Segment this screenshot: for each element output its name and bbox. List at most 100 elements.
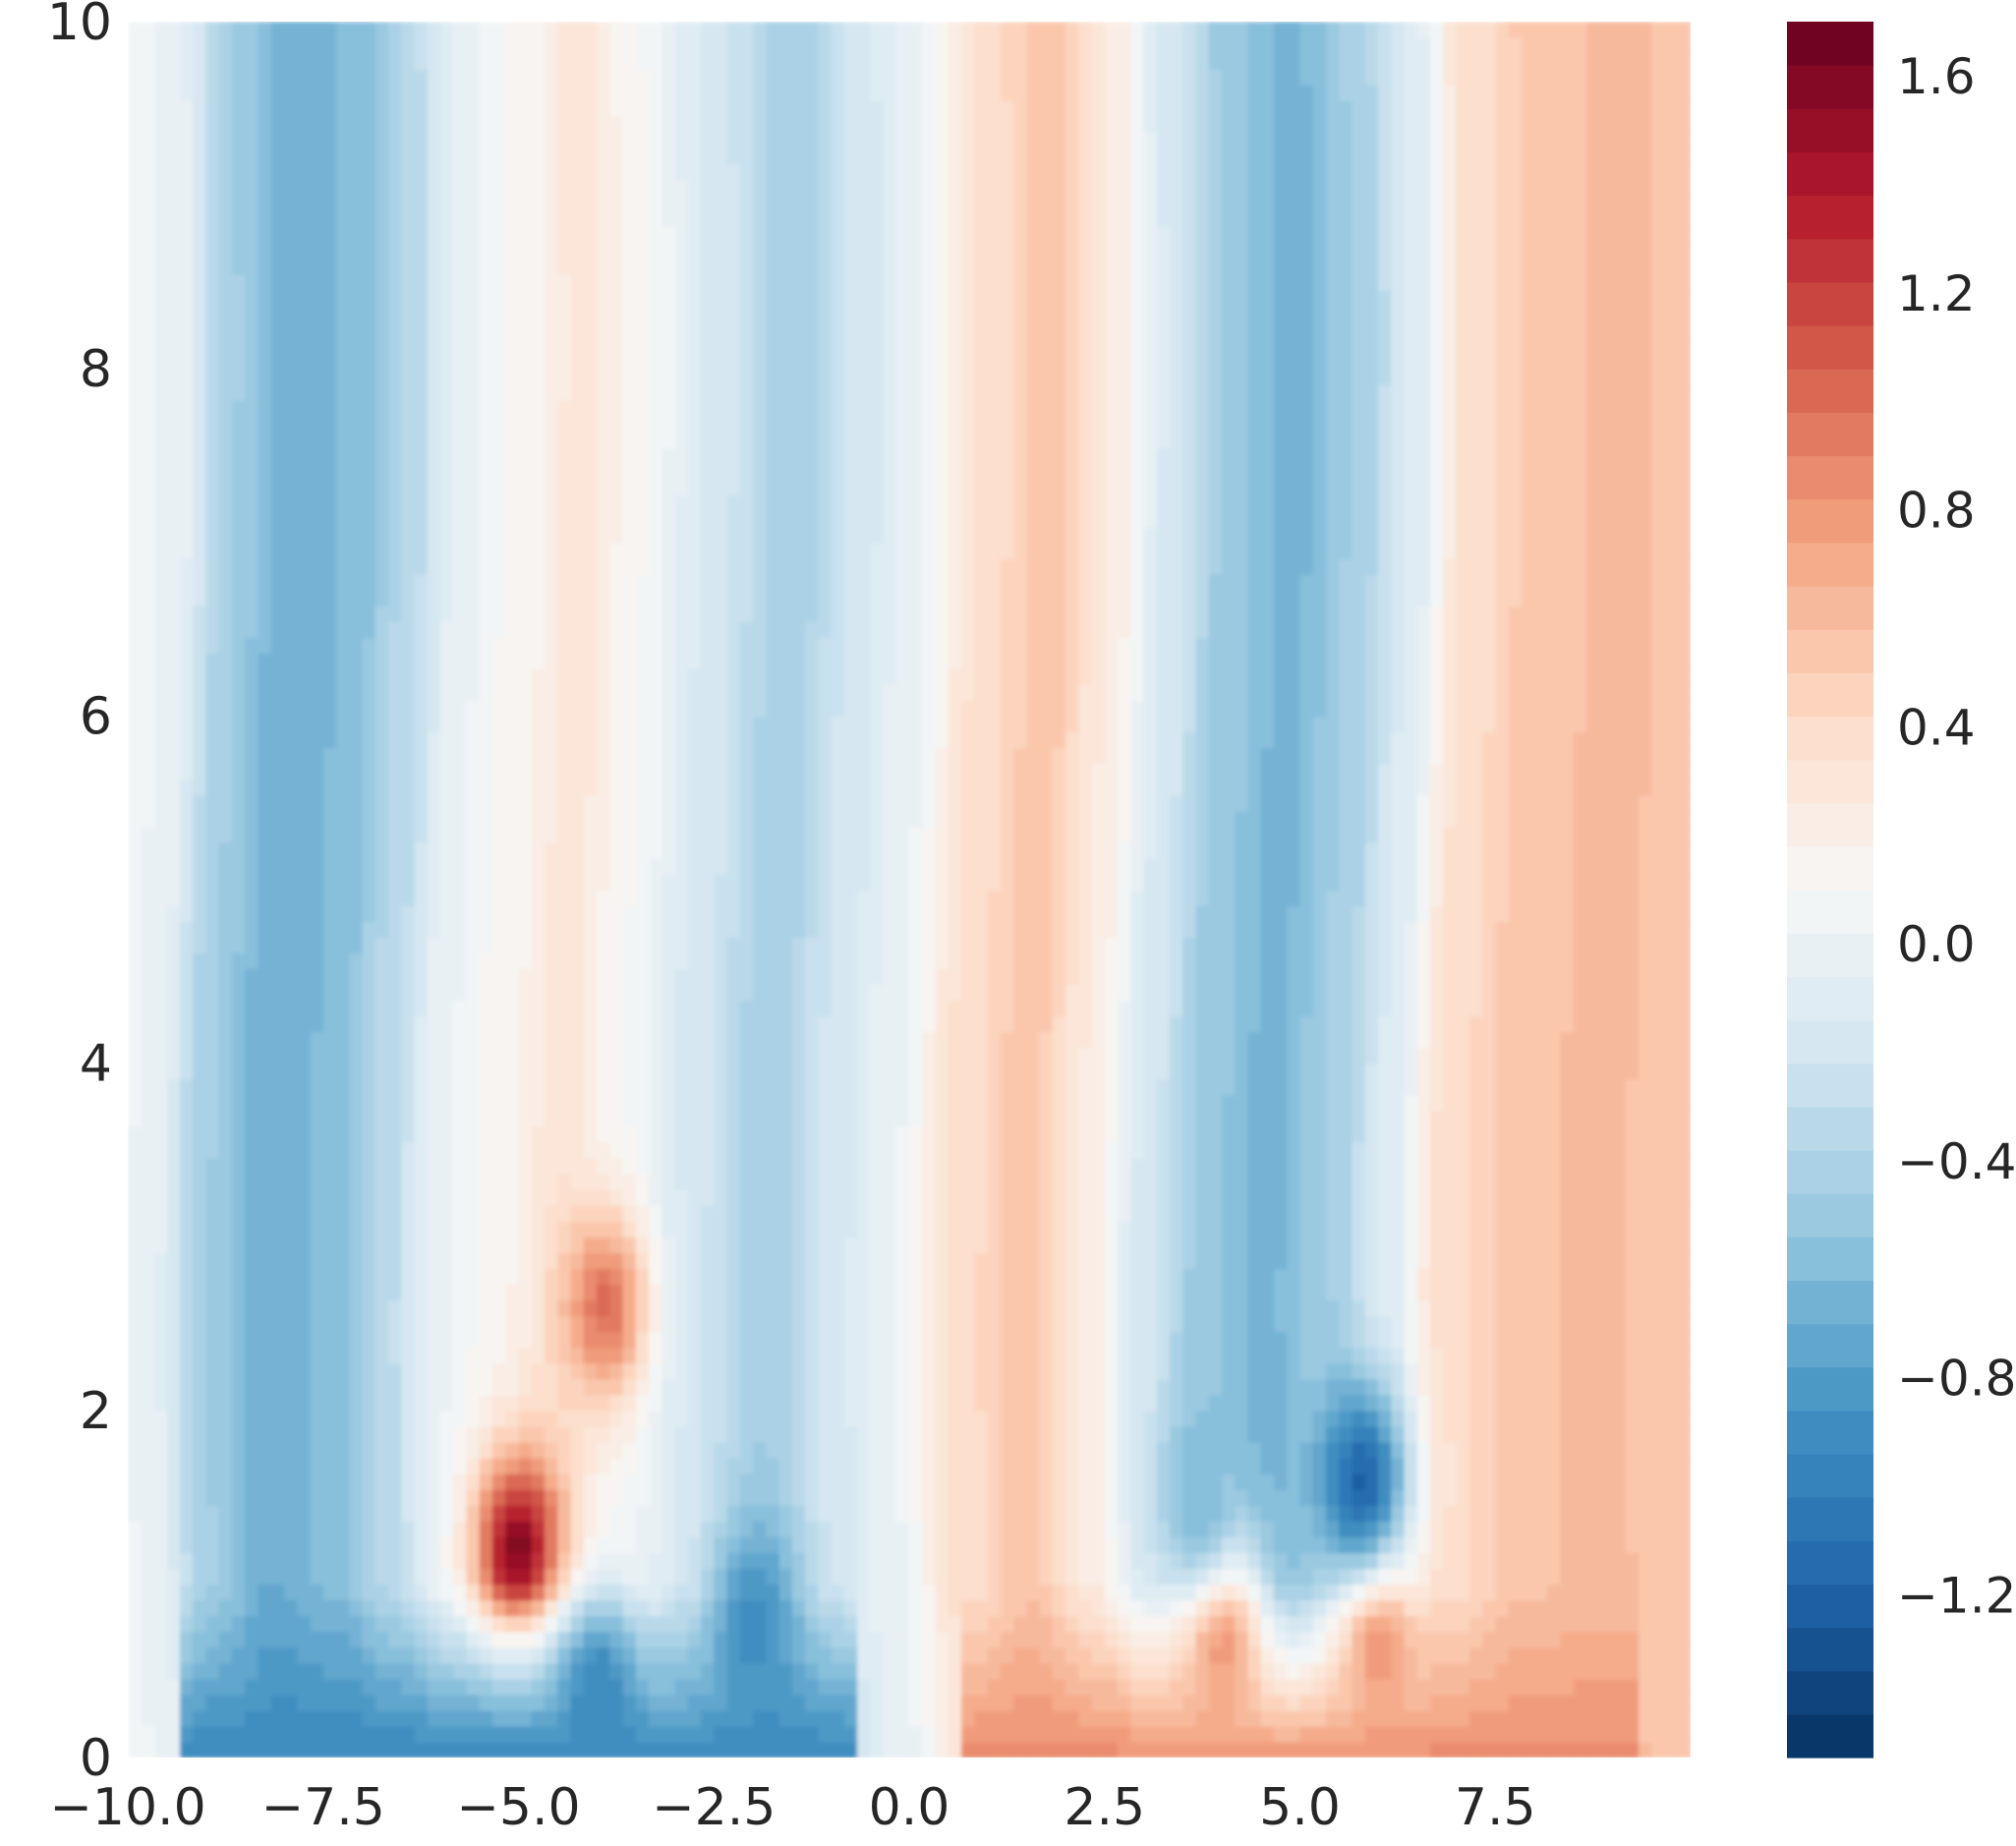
heatmap-cell [1469, 1725, 1483, 1743]
heatmap-cell [1208, 1110, 1223, 1127]
heatmap-cell [297, 1362, 312, 1380]
heatmap-cell [466, 1536, 481, 1554]
heatmap-cell [270, 1568, 285, 1586]
heatmap-cell [1586, 1315, 1601, 1333]
heatmap-cell [349, 1489, 364, 1506]
heatmap-cell [336, 1568, 351, 1586]
heatmap-cell [453, 1725, 468, 1743]
heatmap-cell [583, 1584, 598, 1601]
heatmap-cell [440, 1694, 455, 1711]
heatmap-cell [284, 1268, 299, 1286]
heatmap-cell [518, 1410, 533, 1427]
heatmap-cell [1639, 1662, 1653, 1680]
heatmap-cell [1378, 1694, 1393, 1711]
heatmap-cell [1274, 1599, 1289, 1617]
heatmap-cell [518, 1694, 533, 1711]
heatmap-cell [545, 1252, 559, 1270]
heatmap-cell [1495, 1425, 1510, 1443]
heatmap-cell [1274, 1221, 1289, 1238]
heatmap-cell [1026, 1473, 1041, 1490]
heatmap-cell [1508, 1568, 1523, 1586]
heatmap-cell [414, 1725, 429, 1743]
heatmap-cell [1547, 1378, 1562, 1396]
heatmap-cell [1091, 1173, 1106, 1190]
heatmap-cell [1118, 1741, 1132, 1758]
heatmap-cell [466, 1741, 481, 1758]
heatmap-cell [1547, 1678, 1562, 1696]
heatmap-cell [870, 1694, 885, 1711]
heatmap-cell [1208, 1331, 1223, 1349]
heatmap-cell [1326, 1394, 1341, 1412]
heatmap-cell [818, 1646, 833, 1664]
heatmap-cell [336, 1425, 351, 1443]
heatmap-cell [883, 1125, 897, 1143]
heatmap-cell [466, 1347, 481, 1364]
heatmap-cell [440, 1299, 455, 1317]
heatmap-cell [701, 1237, 716, 1254]
heatmap-cell [401, 1725, 416, 1743]
heatmap-cell [518, 1110, 533, 1127]
heatmap-cell [649, 1694, 663, 1711]
heatmap-cell [1091, 1157, 1106, 1175]
heatmap-cell [128, 1157, 143, 1175]
heatmap-cell [791, 1221, 806, 1238]
heatmap-cell [1078, 1457, 1093, 1474]
heatmap-cell [1195, 1552, 1210, 1570]
heatmap-cell [166, 1347, 181, 1364]
heatmap-cell [791, 1331, 806, 1349]
heatmap-cell [1222, 1299, 1237, 1317]
heatmap-cell [427, 1599, 441, 1617]
heatmap-cell [258, 1584, 272, 1601]
heatmap-cell [843, 1631, 858, 1648]
heatmap-cell [831, 1599, 845, 1617]
heatmap-cell [805, 1394, 820, 1412]
heatmap-cell [427, 1189, 441, 1206]
heatmap-cell [857, 1584, 872, 1601]
heatmap-cell [388, 1410, 403, 1427]
heatmap-cell [401, 1410, 416, 1427]
heatmap-cell [1000, 1631, 1014, 1648]
heatmap-cell [545, 1425, 559, 1443]
heatmap-cell [427, 1252, 441, 1270]
heatmap-cell [843, 1362, 858, 1380]
heatmap-cell [1260, 1189, 1275, 1206]
heatmap-cell [1651, 1599, 1666, 1617]
heatmap-cell [193, 1284, 207, 1301]
heatmap-cell [1260, 1584, 1275, 1601]
heatmap-cell [622, 1157, 637, 1175]
heatmap-cell [791, 1378, 806, 1396]
heatmap-cell [374, 1599, 389, 1617]
heatmap-cell [870, 1568, 885, 1586]
heatmap-cell [922, 1552, 937, 1570]
heatmap-cell [1430, 1157, 1445, 1175]
heatmap-cell [1677, 1189, 1691, 1206]
heatmap-cell [531, 1189, 546, 1206]
heatmap-cell [1560, 1631, 1575, 1648]
heatmap-cell [322, 1568, 337, 1586]
heatmap-cell [1521, 1394, 1535, 1412]
heatmap-cell [492, 1237, 507, 1254]
heatmap-cell [1352, 1631, 1366, 1648]
heatmap-cell [635, 1347, 650, 1364]
heatmap-cell [557, 1125, 572, 1143]
heatmap-cell [583, 1237, 598, 1254]
heatmap-cell [843, 1221, 858, 1238]
heatmap-cell [1026, 1331, 1041, 1349]
heatmap-cell [1404, 1425, 1418, 1443]
heatmap-cell [883, 1094, 897, 1112]
heatmap-cell [1287, 1521, 1301, 1538]
heatmap-cell [570, 1284, 585, 1301]
heatmap-cell [336, 1741, 351, 1758]
heatmap-cell [1274, 1173, 1289, 1190]
heatmap-cell [1534, 1237, 1549, 1254]
heatmap-cell [349, 1315, 364, 1333]
heatmap-cell [362, 1646, 376, 1664]
heatmap-cell [935, 1709, 950, 1727]
heatmap-cell [948, 1615, 962, 1633]
heatmap-cell [843, 1237, 858, 1254]
heatmap-cell [1364, 1615, 1379, 1633]
heatmap-cell [739, 1299, 754, 1317]
heatmap-cell [1039, 1678, 1054, 1696]
heatmap-cell [1326, 1362, 1341, 1380]
heatmap-cell [1039, 1521, 1054, 1538]
